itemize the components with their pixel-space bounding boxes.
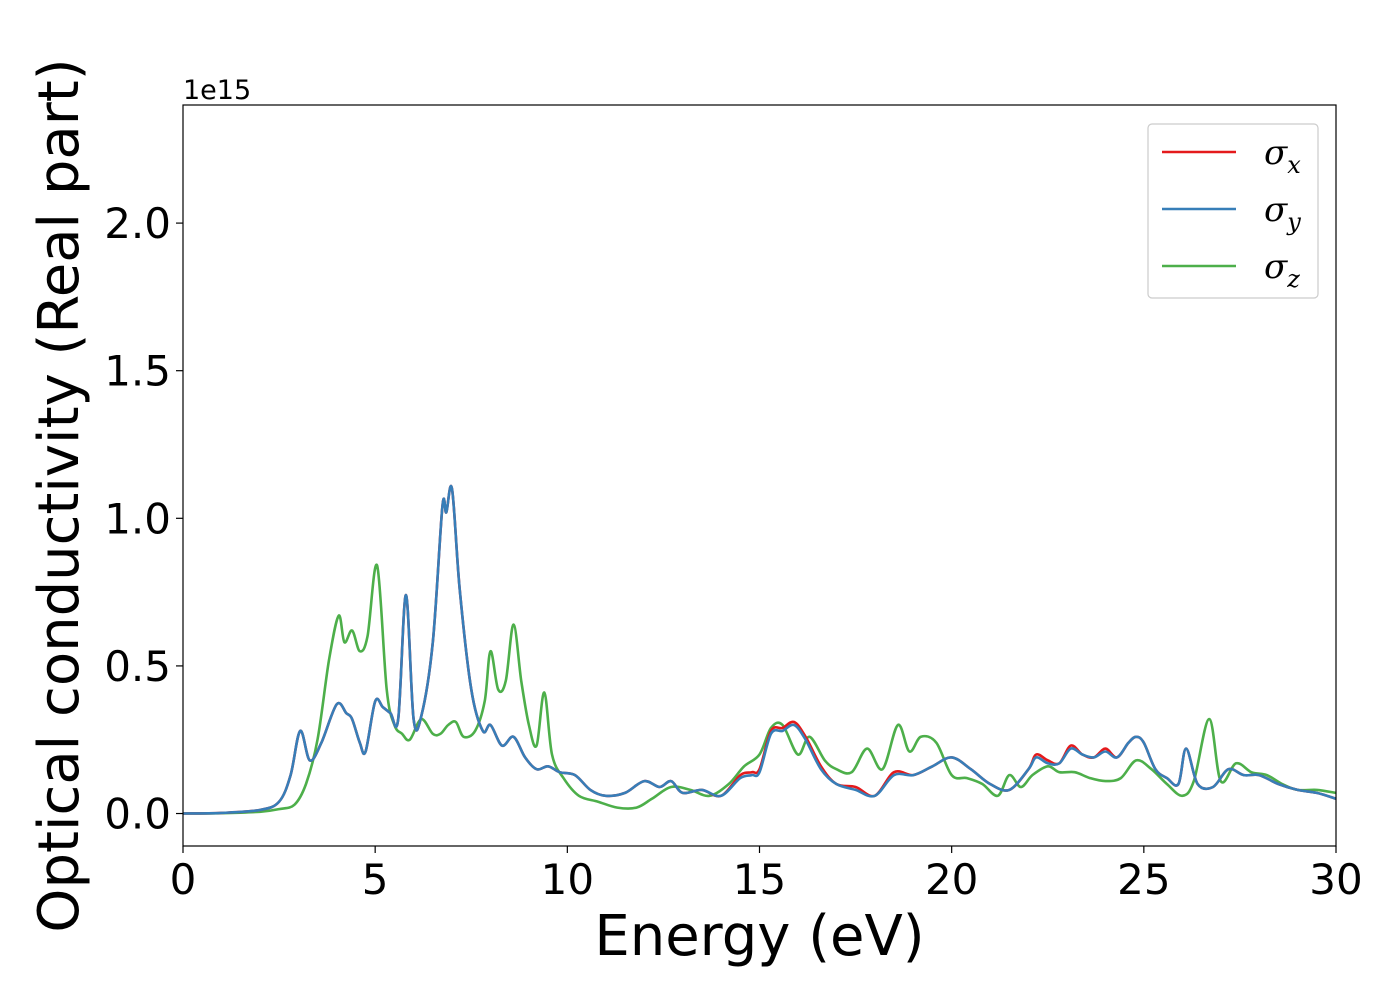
y-tick-label: 0.5 — [104, 642, 171, 691]
x-tick-label: 30 — [1309, 855, 1362, 904]
x-tick-label: 15 — [733, 855, 786, 904]
series-line-x — [183, 484, 1336, 815]
y-tick-label: 1.0 — [104, 494, 171, 543]
series-lines — [183, 484, 1336, 815]
x-tick-label: 25 — [1117, 855, 1170, 904]
x-tick-label: 10 — [541, 855, 594, 904]
x-axis-label: Energy (eV) — [594, 904, 924, 969]
y-axis-offset-label: 1e15 — [183, 75, 251, 106]
series-line-z — [183, 563, 1336, 815]
series-line-y — [183, 484, 1336, 815]
y-axis-label: Optical conductivity (Real part) — [27, 58, 92, 932]
y-tick-label: 1.5 — [104, 347, 171, 396]
legend-label-x: σx — [1264, 133, 1301, 179]
y-axis-ticks: 0.0 0.5 1.0 1.5 2.0 — [104, 199, 183, 839]
x-axis-ticks: 0 5 10 15 20 25 30 — [170, 846, 1363, 904]
legend-label-z: σz — [1264, 247, 1300, 293]
y-tick-label: 2.0 — [104, 199, 171, 248]
legend-box — [1147, 123, 1319, 299]
legend-label-y: σy — [1264, 190, 1301, 236]
x-tick-label: 20 — [925, 855, 978, 904]
y-tick-label: 0.0 — [104, 790, 171, 839]
x-tick-label: 0 — [170, 855, 197, 904]
legend: σx σy σz — [1147, 123, 1319, 299]
x-tick-label: 5 — [362, 855, 389, 904]
